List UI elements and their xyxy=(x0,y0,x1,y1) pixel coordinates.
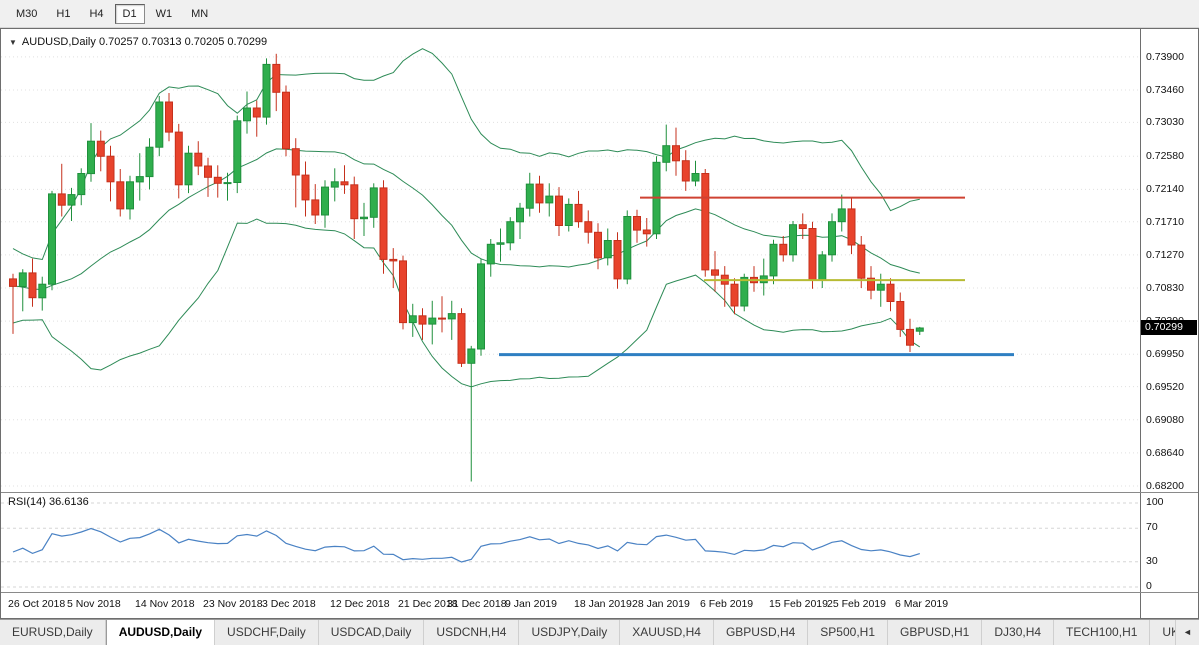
tab-ukoil-h1[interactable]: UKOil,H1 xyxy=(1150,620,1175,645)
price-axis-label: 0.70830 xyxy=(1146,282,1184,294)
date-axis-label: 9 Jan 2019 xyxy=(505,598,557,610)
tab-tech100-h1[interactable]: TECH100,H1 xyxy=(1054,620,1151,645)
date-axis-label: 28 Jan 2019 xyxy=(632,598,690,610)
rsi-indicator-label: RSI(14) 36.6136 xyxy=(8,496,89,508)
horizontal-level-lines xyxy=(499,196,1014,357)
chart-tabs: EURUSD,Daily AUDUSD,Daily USDCHF,Daily USDC… xyxy=(0,620,1175,645)
tab-xauusd-h4[interactable]: XAUUSD,H4 xyxy=(620,620,714,645)
date-axis-label: 3 Dec 2018 xyxy=(262,598,316,610)
tab-audusd-daily[interactable]: AUDUSD,Daily xyxy=(105,620,216,645)
chart-tabs-bar: EURUSD,Daily AUDUSD,Daily USDCHF,Daily USDC… xyxy=(0,619,1199,645)
rsi-axis-label: 100 xyxy=(1146,496,1164,508)
timeframe-button-mn[interactable]: MN xyxy=(183,4,216,24)
rsi-line xyxy=(12,527,920,563)
price-axis-label: 0.69520 xyxy=(1146,381,1184,393)
date-axis-label: 6 Mar 2019 xyxy=(895,598,949,610)
chart-window: ▼ AUDUSD,Daily 0.70257 0.70313 0.70205 0.… xyxy=(0,28,1199,619)
price-axis-label: 0.72580 xyxy=(1146,150,1184,162)
tab-usdjpy-daily[interactable]: USDJPY,Daily xyxy=(519,620,621,645)
tab-usdcnh-h4[interactable]: USDCNH,H4 xyxy=(424,620,520,645)
date-axis: 26 Oct 2018 5 Nov 2018 14 Nov 2018 23 Nov 2… xyxy=(1,593,1140,618)
price-axis-label: 0.69950 xyxy=(1146,348,1184,360)
chart-symbol-label: AUDUSD,Daily xyxy=(21,36,96,48)
price-axis-label: 0.69080 xyxy=(1146,414,1184,426)
panel-separator xyxy=(1,592,1198,593)
date-axis-label: 31 Dec 2018 xyxy=(447,598,507,610)
tab-sp500-h1[interactable]: SP500,H1 xyxy=(808,620,888,645)
tab-eurusd-daily[interactable]: EURUSD,Daily xyxy=(0,620,106,645)
date-axis-label: 21 Dec 2018 xyxy=(398,598,458,610)
price-axis-label: 0.73900 xyxy=(1146,51,1184,63)
tab-gbpusd-h4[interactable]: GBPUSD,H4 xyxy=(713,620,809,645)
bollinger-bands xyxy=(12,48,921,388)
tab-dj30-h4[interactable]: DJ30,H4 xyxy=(982,620,1055,645)
date-axis-label: 12 Dec 2018 xyxy=(330,598,390,610)
tab-usdcad-daily[interactable]: USDCAD,Daily xyxy=(318,620,425,645)
price-chart-canvas[interactable] xyxy=(1,29,1140,492)
price-axis-label: 0.71270 xyxy=(1146,249,1184,261)
tab-scroll-left-button[interactable]: ◄ xyxy=(1175,620,1199,645)
price-axis-label: 0.73030 xyxy=(1146,116,1184,128)
price-axis-label: 0.72140 xyxy=(1146,183,1184,195)
rsi-indicator-canvas[interactable] xyxy=(1,493,1140,592)
current-price-tag: 0.70299 xyxy=(1141,320,1197,335)
timeframe-button-h1[interactable]: H1 xyxy=(48,4,78,24)
price-axis-label: 0.68200 xyxy=(1146,480,1184,492)
price-axis-label: 0.68640 xyxy=(1146,447,1184,459)
candles-group xyxy=(9,53,924,482)
date-axis-label: 18 Jan 2019 xyxy=(574,598,632,610)
rsi-axis-label: 30 xyxy=(1146,555,1158,567)
chart-title: ▼ AUDUSD,Daily 0.70257 0.70313 0.70205 0.… xyxy=(9,36,267,48)
date-axis-label: 5 Nov 2018 xyxy=(67,598,121,610)
rsi-axis-label: 70 xyxy=(1146,521,1158,533)
price-axis-label: 0.73460 xyxy=(1146,84,1184,96)
tab-gbpusd-h1[interactable]: GBPUSD,H1 xyxy=(888,620,983,645)
timeframe-toolbar: M30 H1 H4 D1 W1 MN xyxy=(0,0,1199,28)
timeframe-button-h4[interactable]: H4 xyxy=(81,4,111,24)
date-axis-label: 14 Nov 2018 xyxy=(135,598,195,610)
date-axis-label: 26 Oct 2018 xyxy=(8,598,66,610)
date-axis-label: 25 Feb 2019 xyxy=(827,598,886,610)
rsi-axis-label: 0 xyxy=(1146,580,1152,592)
timeframe-button-w1[interactable]: W1 xyxy=(148,4,181,24)
rsi-level-lines xyxy=(1,502,1140,588)
timeframe-button-d1[interactable]: D1 xyxy=(114,3,145,24)
date-axis-label: 15 Feb 2019 xyxy=(769,598,828,610)
chart-ohlc-values: 0.70257 0.70313 0.70205 0.70299 xyxy=(98,36,268,48)
timeframe-button-m30[interactable]: M30 xyxy=(8,4,45,24)
chart-dropdown-icon[interactable]: ▼ xyxy=(9,38,17,47)
tab-usdchf-daily[interactable]: USDCHF,Daily xyxy=(215,620,319,645)
date-axis-label: 6 Feb 2019 xyxy=(700,598,754,610)
price-axis-label: 0.71710 xyxy=(1146,216,1184,228)
panel-separator xyxy=(1,492,1198,493)
date-axis-label: 23 Nov 2018 xyxy=(203,598,263,610)
